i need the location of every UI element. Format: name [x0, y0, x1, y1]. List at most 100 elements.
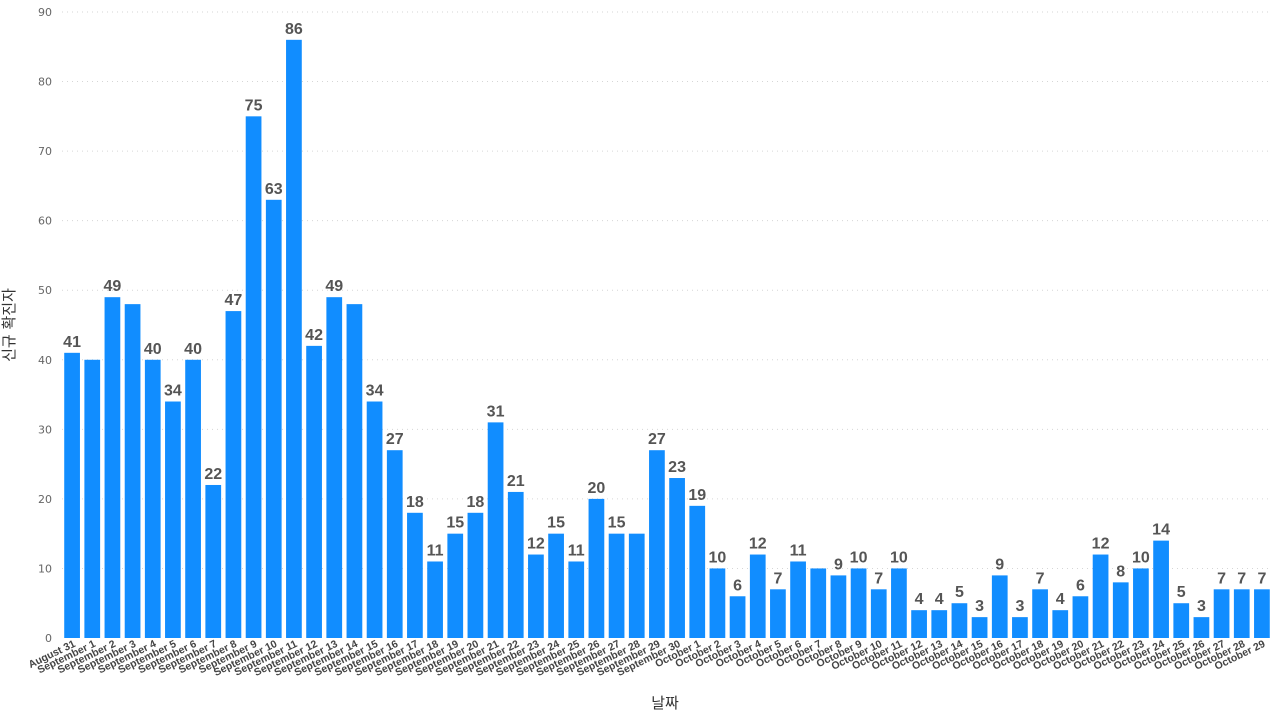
bar[interactable] [931, 610, 948, 638]
data-label: 23 [668, 459, 686, 476]
bar[interactable] [951, 603, 968, 638]
bar[interactable] [911, 610, 927, 638]
bar[interactable] [870, 589, 887, 638]
bar[interactable] [770, 589, 786, 638]
data-label: 4 [915, 591, 924, 608]
bar[interactable] [1072, 596, 1089, 638]
bar[interactable] [850, 568, 867, 638]
bar[interactable] [528, 554, 544, 638]
bar[interactable] [124, 304, 141, 638]
bar[interactable] [608, 533, 625, 638]
data-label: 4 [935, 591, 944, 608]
bar[interactable] [104, 297, 121, 638]
bar[interactable] [386, 450, 403, 638]
data-label: 7 [1217, 570, 1226, 587]
data-label: 40 [184, 341, 202, 358]
y-tick-label: 10 [38, 562, 52, 575]
y-tick-label: 40 [38, 354, 52, 367]
bar[interactable] [628, 533, 645, 638]
data-label: 12 [1092, 536, 1110, 553]
data-label: 6 [733, 577, 742, 594]
data-label: 11 [568, 542, 585, 559]
data-label: 27 [648, 431, 666, 448]
bar[interactable] [1193, 617, 1210, 638]
data-label: 18 [467, 494, 485, 511]
bar[interactable] [1233, 589, 1250, 638]
bar[interactable] [64, 352, 80, 638]
bar[interactable] [447, 533, 464, 638]
bar[interactable] [971, 617, 988, 638]
data-label: 9 [834, 556, 843, 573]
data-label: 6 [1076, 577, 1085, 594]
bar[interactable] [689, 505, 706, 638]
data-label: 20 [588, 480, 606, 497]
data-label: 49 [104, 278, 122, 295]
bar[interactable] [265, 199, 282, 639]
bar[interactable] [185, 359, 201, 638]
bar[interactable] [205, 484, 222, 638]
data-label: 47 [225, 292, 243, 309]
bar[interactable] [286, 39, 302, 639]
bar[interactable] [487, 422, 504, 638]
bar[interactable] [830, 575, 847, 638]
bar[interactable] [366, 401, 383, 638]
data-label: 3 [1015, 598, 1024, 615]
bars [64, 39, 1270, 639]
data-label: 15 [547, 515, 565, 532]
bar[interactable] [588, 498, 605, 638]
bar[interactable] [790, 561, 806, 638]
data-label: 22 [204, 466, 222, 483]
data-label: 12 [527, 536, 545, 553]
bar[interactable] [84, 359, 101, 638]
bar[interactable] [346, 304, 363, 638]
y-tick-label: 70 [38, 145, 52, 158]
y-axis-ticks: 0 10 20 30 40 50 60 70 80 90 [38, 6, 52, 645]
data-label: 49 [325, 278, 343, 295]
bar[interactable] [467, 512, 484, 638]
y-tick-label: 20 [38, 493, 52, 506]
bar[interactable] [1032, 589, 1048, 638]
bar[interactable] [1112, 582, 1129, 638]
bar[interactable] [225, 311, 242, 638]
bar[interactable] [709, 568, 726, 638]
data-label: 27 [386, 431, 404, 448]
bar[interactable] [891, 568, 907, 638]
bar[interactable] [1173, 603, 1190, 638]
data-label: 10 [1132, 549, 1150, 566]
bar[interactable] [1133, 568, 1149, 638]
data-label: 4 [1056, 591, 1065, 608]
data-label: 10 [890, 549, 908, 566]
data-label: 3 [975, 598, 984, 615]
bar[interactable] [810, 568, 827, 638]
bar[interactable] [407, 512, 423, 638]
bar[interactable] [1012, 617, 1028, 638]
bar[interactable] [144, 359, 161, 638]
bar[interactable] [548, 533, 564, 638]
bar[interactable] [1213, 589, 1230, 638]
bar[interactable] [1092, 554, 1109, 638]
bar[interactable] [507, 491, 524, 638]
bar[interactable] [669, 478, 685, 638]
bar[interactable] [306, 345, 322, 638]
data-label: 18 [406, 494, 424, 511]
bar[interactable] [568, 561, 585, 638]
y-axis-title: 신규 확진자 [0, 288, 18, 362]
bar[interactable] [326, 297, 343, 638]
bar[interactable] [991, 575, 1008, 638]
bar[interactable] [729, 596, 746, 638]
bar[interactable] [1153, 540, 1169, 638]
data-label: 34 [366, 383, 384, 400]
bar[interactable] [749, 554, 766, 638]
bar[interactable] [165, 401, 181, 638]
bar[interactable] [245, 116, 262, 639]
data-label: 11 [790, 542, 807, 559]
data-label: 8 [1116, 563, 1125, 580]
bar[interactable] [649, 450, 665, 638]
y-tick-label: 50 [38, 284, 52, 297]
bar[interactable] [1052, 610, 1069, 638]
bar[interactable] [1254, 589, 1270, 638]
bar[interactable] [427, 561, 443, 638]
